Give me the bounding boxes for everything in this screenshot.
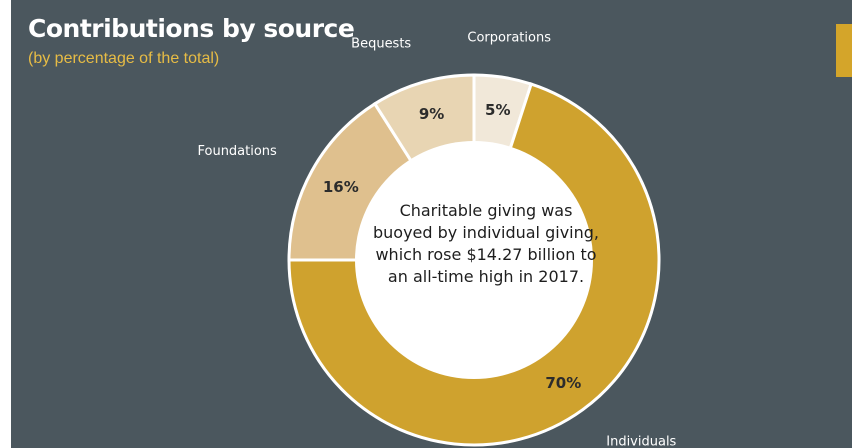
value-label-individuals: 70% [545, 374, 581, 392]
center-note: Charitable giving was buoyed by individu… [373, 201, 599, 286]
value-label-bequests: 9% [419, 105, 444, 123]
value-label-corporations: 5% [485, 101, 510, 119]
chart-subtitle: (by percentage of the total) [28, 50, 220, 67]
category-label-corporations: Corporations [467, 30, 551, 45]
percent-labels: 5% 70% 16% 9% [323, 101, 581, 392]
accent-bar [836, 24, 852, 77]
chart-title: Contributions by source [28, 14, 355, 43]
category-label-individuals: Individuals [606, 435, 676, 448]
category-label-foundations: Foundations [197, 144, 277, 159]
value-label-foundations: 16% [323, 178, 359, 196]
donut-center [355, 141, 593, 379]
category-labels: Corporations Individuals Foundations Beques… [197, 30, 676, 448]
category-label-bequests: Bequests [351, 36, 411, 51]
